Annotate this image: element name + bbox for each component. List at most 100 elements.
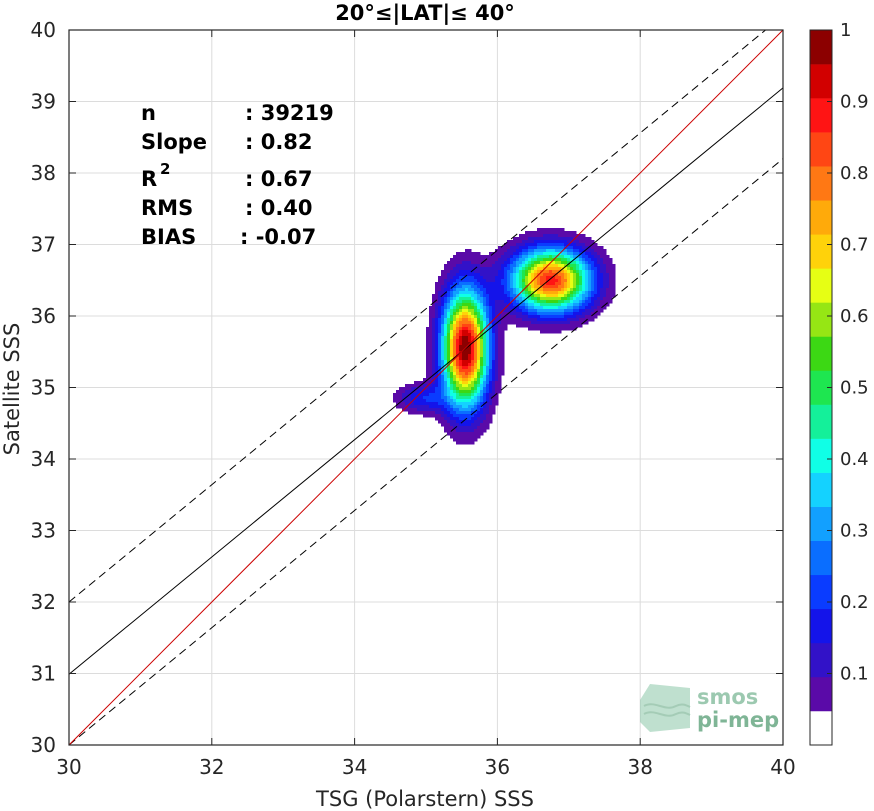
density-cell	[582, 285, 586, 289]
density-cell	[501, 345, 505, 349]
density-cell	[396, 390, 400, 394]
density-cell	[453, 387, 457, 391]
density-cell	[468, 255, 472, 259]
density-cell	[519, 297, 523, 301]
density-cell	[438, 345, 442, 349]
density-cell	[426, 402, 430, 406]
density-cell	[411, 402, 415, 406]
density-cell	[447, 261, 451, 265]
density-cell	[567, 300, 571, 304]
density-cell	[450, 357, 454, 361]
density-cell	[525, 267, 529, 271]
density-cell	[474, 252, 478, 256]
density-cell	[522, 300, 526, 304]
density-cell	[459, 318, 463, 322]
density-cell	[591, 249, 595, 253]
density-cell	[471, 366, 475, 370]
density-cell	[459, 390, 463, 394]
density-cell	[570, 255, 574, 259]
density-cell	[444, 423, 448, 427]
density-cell	[537, 255, 541, 259]
density-cell	[609, 264, 613, 268]
density-cell	[453, 324, 457, 328]
density-cell	[537, 249, 541, 253]
density-cell	[432, 381, 436, 385]
density-cell	[552, 330, 556, 334]
density-cell	[450, 297, 454, 301]
density-cell	[432, 411, 436, 415]
density-cell	[600, 267, 604, 271]
density-cell	[549, 228, 553, 232]
density-cell	[447, 354, 451, 358]
density-cell	[486, 270, 490, 274]
density-cell	[468, 396, 472, 400]
density-cell	[561, 294, 565, 298]
density-cell	[582, 273, 586, 277]
density-cell	[453, 303, 457, 307]
density-cell	[588, 240, 592, 244]
density-cell	[591, 246, 595, 250]
density-cell	[411, 411, 415, 415]
density-cell	[483, 321, 487, 325]
density-cell	[573, 252, 577, 256]
density-cell	[498, 258, 502, 262]
density-cell	[465, 342, 469, 346]
density-cell	[435, 345, 439, 349]
density-cell	[426, 333, 430, 337]
density-cell	[549, 249, 553, 253]
density-cell	[477, 255, 481, 259]
density-cell	[600, 279, 604, 283]
density-cell	[531, 258, 535, 262]
density-cell	[552, 231, 556, 235]
density-cell	[558, 294, 562, 298]
density-cell	[570, 315, 574, 319]
density-cell	[471, 375, 475, 379]
density-cell	[456, 300, 460, 304]
density-cell	[531, 267, 535, 271]
density-cell	[543, 306, 547, 310]
density-cell	[444, 381, 448, 385]
density-cell	[594, 276, 598, 280]
density-cell	[456, 396, 460, 400]
density-cell	[570, 231, 574, 235]
density-cell	[570, 252, 574, 256]
density-cell	[459, 387, 463, 391]
density-cell	[537, 276, 541, 280]
density-cell	[537, 285, 541, 289]
density-cell	[465, 348, 469, 352]
density-cell	[444, 324, 448, 328]
density-cell	[465, 336, 469, 340]
density-cell	[480, 282, 484, 286]
density-cell	[489, 396, 493, 400]
density-cell	[576, 279, 580, 283]
density-cell	[588, 297, 592, 301]
density-cell	[492, 309, 496, 313]
density-cell	[471, 399, 475, 403]
density-cell	[486, 402, 490, 406]
density-cell	[561, 288, 565, 292]
density-cell	[441, 420, 445, 424]
density-cell	[561, 324, 565, 328]
density-cell	[471, 405, 475, 409]
density-cell	[435, 318, 439, 322]
density-cell	[474, 342, 478, 346]
density-cell	[483, 315, 487, 319]
density-cell	[447, 300, 451, 304]
density-cell	[531, 252, 535, 256]
density-cell	[483, 306, 487, 310]
density-cell	[519, 279, 523, 283]
density-cell	[534, 303, 538, 307]
density-cell	[459, 276, 463, 280]
density-cell	[603, 291, 607, 295]
density-cell	[456, 402, 460, 406]
density-cell	[534, 255, 538, 259]
density-cell	[594, 258, 598, 262]
density-cell	[432, 318, 436, 322]
density-cell	[435, 363, 439, 367]
density-cell	[459, 255, 463, 259]
density-cell	[468, 264, 472, 268]
density-cell	[426, 390, 430, 394]
density-cell	[462, 318, 466, 322]
density-cell	[459, 372, 463, 376]
density-cell	[450, 306, 454, 310]
